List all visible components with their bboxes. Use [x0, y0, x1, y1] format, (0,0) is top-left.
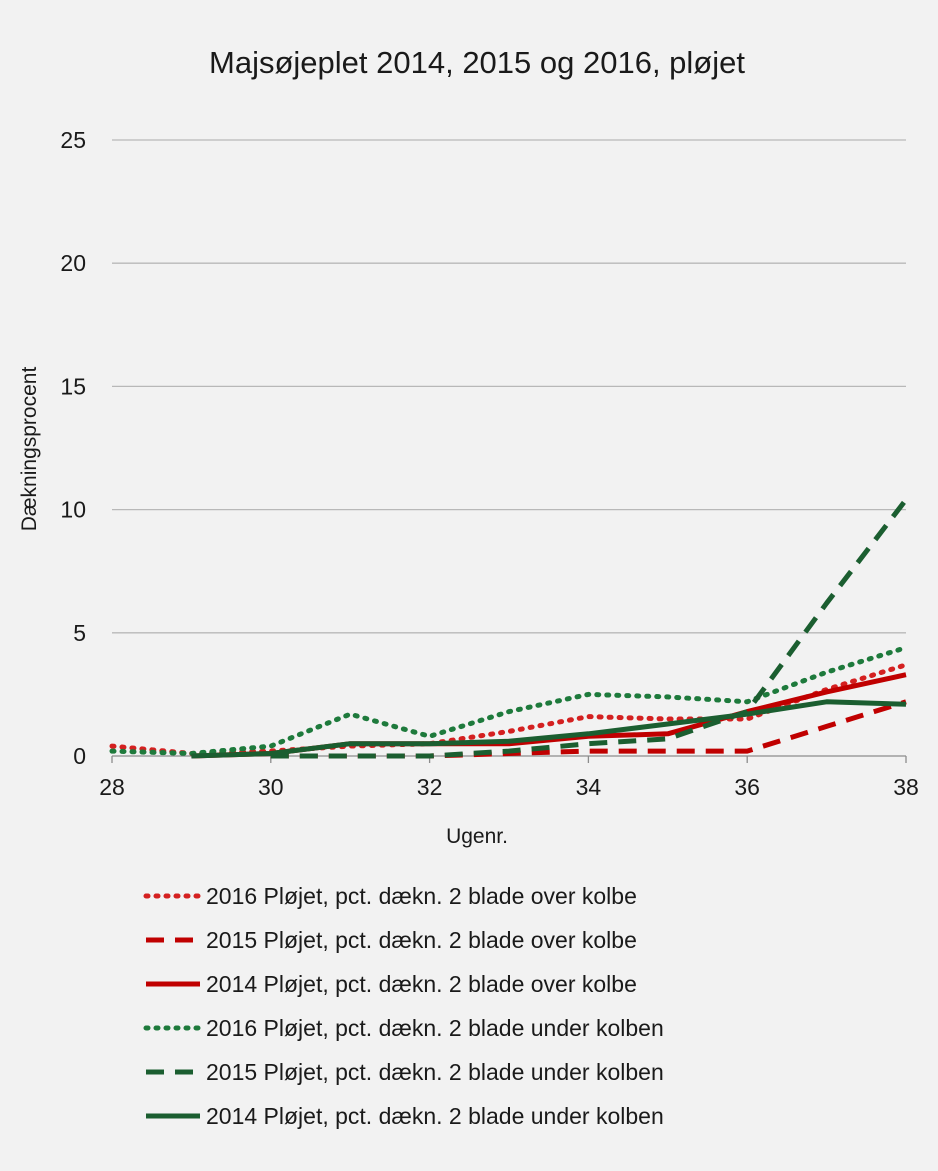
legend-label-3: 2014 Pløjet, pct. dækn. 2 blade over kol…: [206, 971, 637, 997]
x-axis-ticks: 28 30 32 34 36 38: [99, 756, 919, 800]
x-axis-label: Ugenr.: [446, 825, 508, 848]
legend-label-1: 2016 Pløjet, pct. dækn. 2 blade over kol…: [206, 883, 637, 909]
y-axis-label: Dækningsprocent: [18, 367, 41, 532]
y-tick-label: 25: [60, 127, 86, 153]
legend: 2016 Pløjet, pct. dækn. 2 blade over kol…: [143, 883, 664, 1129]
series-line-3: [191, 672, 907, 759]
legend-label-4: 2016 Pløjet, pct. dækn. 2 blade under ko…: [206, 1015, 664, 1041]
x-tick-label: 30: [258, 774, 284, 800]
x-tick-label: 32: [417, 774, 443, 800]
legend-label-2: 2015 Pløjet, pct. dækn. 2 blade over kol…: [206, 927, 637, 953]
series-line-4: [109, 645, 909, 756]
y-tick-label: 10: [60, 497, 86, 523]
x-tick-label: 36: [734, 774, 760, 800]
y-tick-label: 5: [73, 620, 86, 646]
y-axis-ticks: 0 5 10 15 20 25: [60, 127, 86, 769]
x-tick-label: 34: [576, 774, 602, 800]
legend-label-6: 2014 Pløjet, pct. dækn. 2 blade under ko…: [206, 1103, 664, 1129]
y-tick-label: 15: [60, 373, 86, 399]
chart-title: Majsøjeplet 2014, 2015 og 2016, pløjet: [209, 45, 745, 80]
x-tick-label: 38: [893, 774, 919, 800]
y-tick-label: 20: [60, 250, 86, 276]
series-line-6: [191, 699, 907, 759]
legend-label-5: 2015 Pløjet, pct. dækn. 2 blade under ko…: [206, 1059, 664, 1085]
series-lines: [109, 498, 909, 759]
x-tick-label: 28: [99, 774, 125, 800]
series-line-2: [270, 699, 907, 759]
gridlines: [112, 139, 906, 757]
y-tick-label: 0: [73, 743, 86, 769]
